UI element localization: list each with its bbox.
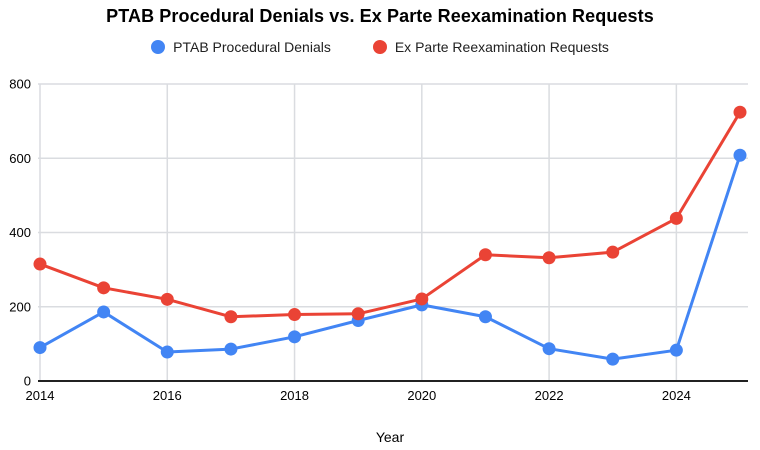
y-tick-label: 0 [24,374,31,389]
data-point-1 [669,211,683,225]
data-point-1 [415,292,429,306]
legend-item-ptab-denials: PTAB Procedural Denials [151,39,331,55]
y-tick-label: 200 [9,299,31,314]
x-tick-label: 2016 [153,388,182,403]
data-point-0 [160,345,174,359]
y-tick-label: 600 [9,151,31,166]
data-point-0 [542,342,556,356]
series-line-1 [38,110,742,319]
legend-marker-ex-parte [372,40,387,54]
data-point-0 [733,148,747,162]
data-point-1 [97,281,111,295]
x-tick-label: 2022 [535,388,564,403]
y-tick-label: 800 [9,77,31,92]
data-point-1 [606,245,620,259]
data-point-0 [97,305,111,319]
data-point-1 [160,292,174,306]
data-point-0 [669,343,683,357]
x-tick-label: 2018 [280,388,309,403]
data-point-1 [224,310,238,324]
x-tick-label: 2014 [26,388,55,403]
data-point-0 [33,341,47,355]
chart-legend: PTAB Procedural Denials Ex Parte Reexami… [0,39,760,55]
data-point-0 [224,342,238,356]
x-tick-label: 2020 [407,388,436,403]
data-point-1 [351,307,365,321]
data-point-1 [288,308,302,322]
data-point-0 [606,352,620,366]
series-line-0 [38,153,742,361]
legend-label-ex-parte: Ex Parte Reexamination Requests [394,39,609,55]
legend-marker-ptab-denials [151,40,166,54]
y-tick-label: 400 [9,225,31,240]
legend-item-ex-parte: Ex Parte Reexamination Requests [372,39,609,55]
x-axis-title: Year [375,429,405,445]
chart-title: PTAB Procedural Denials vs. Ex Parte Ree… [106,6,654,26]
data-point-1 [542,251,556,265]
legend-label-ptab-denials: PTAB Procedural Denials [173,39,331,55]
data-point-1 [733,105,747,119]
data-point-0 [288,330,302,344]
x-tick-label: 2024 [662,388,691,403]
data-point-1 [478,248,492,262]
data-point-1 [33,257,47,271]
data-point-0 [478,310,492,324]
